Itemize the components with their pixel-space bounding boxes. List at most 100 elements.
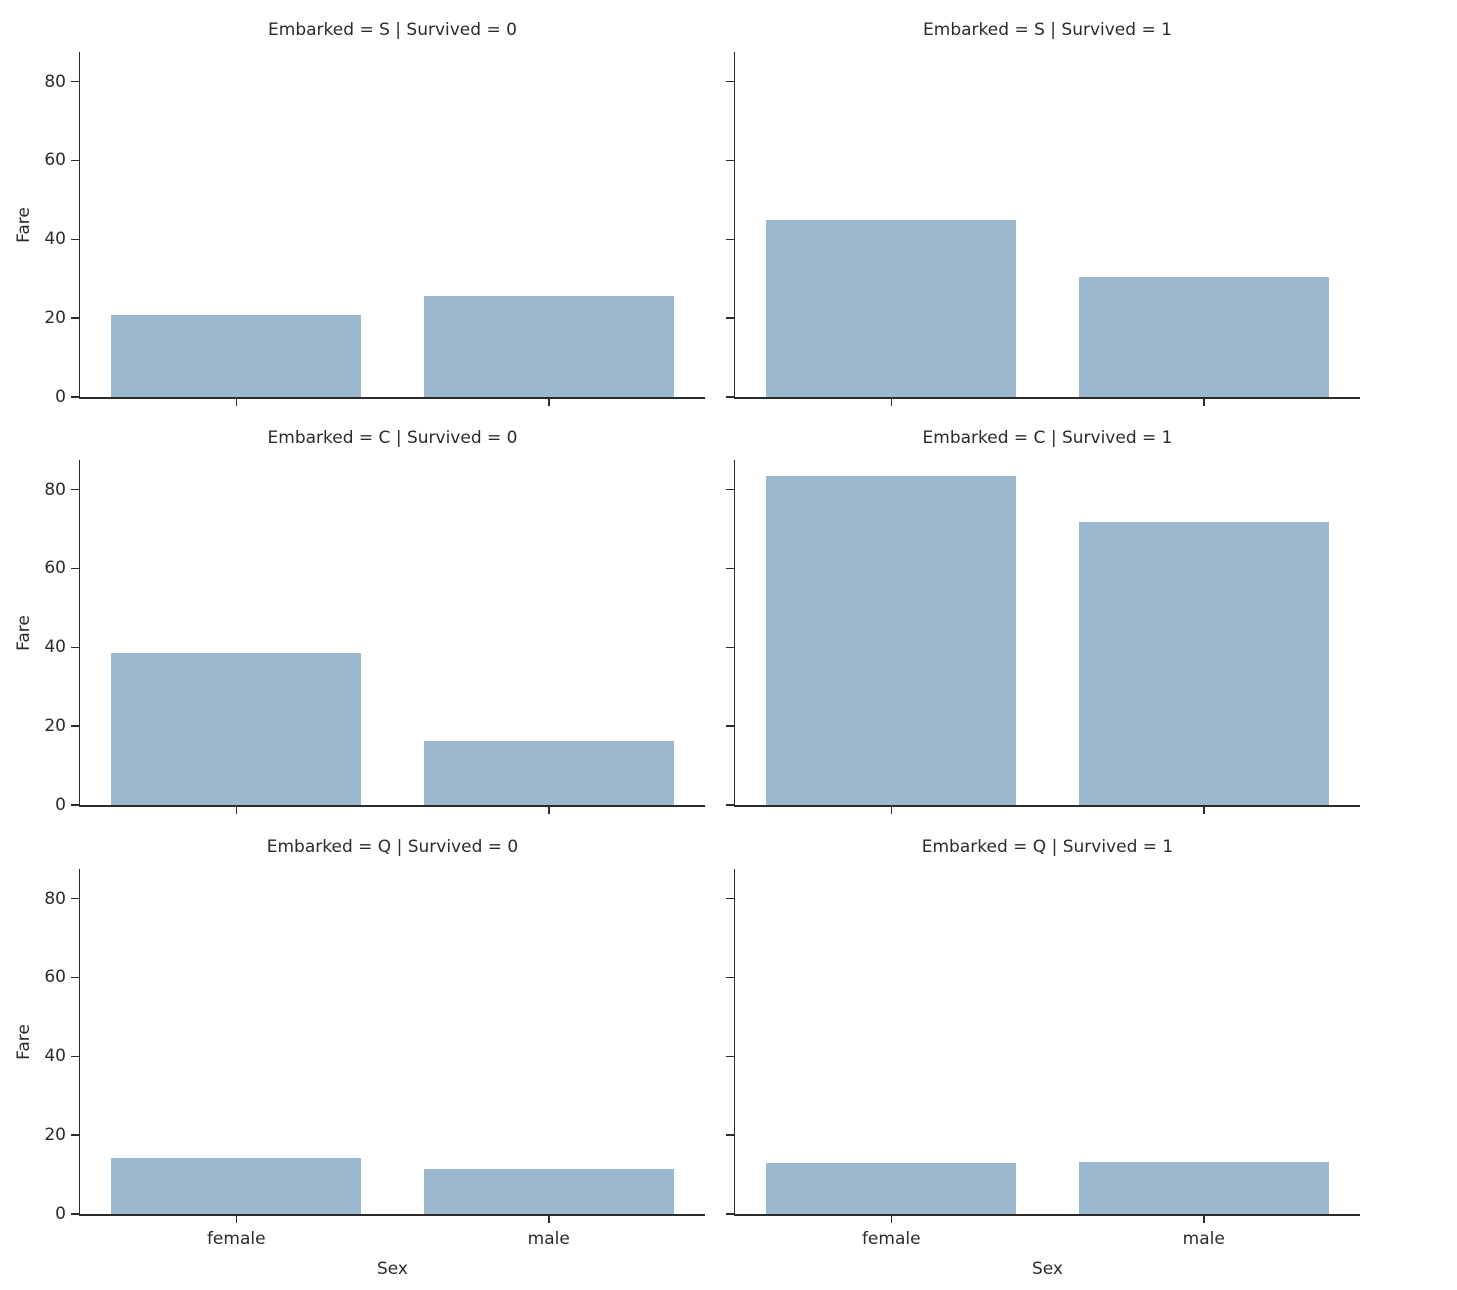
y-tick-mark bbox=[726, 567, 734, 570]
bar-female bbox=[111, 315, 362, 397]
y-tick-mark bbox=[71, 1213, 79, 1215]
y-tick-label: 20 bbox=[44, 1125, 66, 1146]
facet-panel: Embarked = S | Survived = 1 bbox=[726, 20, 1360, 406]
y-axis-spine bbox=[733, 460, 735, 807]
x-tick-mark bbox=[235, 398, 237, 406]
y-tick-mark bbox=[71, 396, 79, 398]
y-tick-label: 60 bbox=[44, 150, 66, 171]
y-axis-spine bbox=[78, 460, 80, 807]
panel-title: Embarked = Q | Survived = 1 bbox=[921, 837, 1174, 857]
facet-panel: Embarked = C | Survived = 1 bbox=[726, 428, 1360, 814]
x-axis-spine bbox=[733, 1214, 1360, 1216]
y-tick-mark bbox=[71, 488, 79, 491]
x-tick-mark bbox=[1203, 1215, 1205, 1223]
y-tick-mark bbox=[71, 80, 79, 83]
y-axis-spine bbox=[78, 869, 80, 1216]
y-tick-mark bbox=[726, 80, 734, 83]
y-tick-label: 80 bbox=[44, 888, 66, 909]
y-tick-mark bbox=[71, 159, 79, 162]
x-axis-label: Sex bbox=[1031, 1259, 1063, 1279]
y-axis-label: Fare bbox=[14, 52, 34, 397]
bar-female bbox=[766, 219, 1017, 397]
panel-title: Embarked = Q | Survived = 0 bbox=[266, 837, 519, 857]
y-tick-mark bbox=[726, 396, 734, 398]
y-tick-label: 40 bbox=[44, 229, 66, 250]
y-tick-mark bbox=[71, 238, 79, 241]
y-tick-label: 60 bbox=[44, 558, 66, 579]
y-tick-mark bbox=[726, 159, 734, 162]
y-tick-label: 0 bbox=[55, 795, 66, 815]
bar-male bbox=[423, 1169, 674, 1214]
y-tick-label: 20 bbox=[44, 308, 66, 329]
x-tick-mark bbox=[890, 398, 892, 406]
x-tick-mark bbox=[235, 806, 237, 814]
bar-male bbox=[423, 740, 674, 805]
bar-male bbox=[1078, 277, 1329, 397]
y-tick-mark bbox=[726, 1134, 734, 1136]
y-tick-mark bbox=[726, 804, 734, 806]
y-tick-mark bbox=[71, 1055, 79, 1058]
facet-panel: Embarked = Q | Survived = 1 female male Se… bbox=[726, 837, 1360, 1279]
x-tick-label-female: female bbox=[861, 1229, 921, 1249]
x-tick-label-male: male bbox=[527, 1229, 570, 1249]
panel-title: Embarked = S | Survived = 0 bbox=[268, 20, 517, 40]
y-tick-mark bbox=[71, 976, 79, 979]
y-tick-mark bbox=[71, 317, 79, 319]
y-axis-label-text: Fare bbox=[14, 614, 34, 651]
y-tick-mark bbox=[726, 725, 734, 727]
y-axis-label-text: Fare bbox=[14, 206, 34, 243]
x-tick-label-male: male bbox=[1182, 1229, 1225, 1249]
bar-female bbox=[111, 1157, 362, 1214]
y-tick-mark bbox=[726, 488, 734, 491]
y-axis-label-text: Fare bbox=[14, 1023, 34, 1060]
x-tick-mark bbox=[1203, 806, 1205, 814]
y-tick-label: 60 bbox=[44, 967, 66, 988]
y-tick-label: 0 bbox=[55, 1204, 66, 1224]
x-tick-mark bbox=[548, 806, 550, 814]
x-tick-label-female: female bbox=[206, 1229, 266, 1249]
y-tick-mark bbox=[726, 317, 734, 319]
y-axis-label: Fare bbox=[14, 869, 34, 1214]
panel-title: Embarked = C | Survived = 0 bbox=[267, 428, 518, 448]
x-axis-spine bbox=[78, 1214, 705, 1216]
panel-title: Embarked = C | Survived = 1 bbox=[922, 428, 1173, 448]
y-tick-label: 40 bbox=[44, 637, 66, 658]
bar-female bbox=[766, 475, 1017, 805]
bar-male bbox=[423, 295, 674, 397]
y-tick-mark bbox=[71, 804, 79, 806]
x-tick-mark bbox=[1203, 398, 1205, 406]
bar-male bbox=[1078, 521, 1329, 805]
facet-panel: Embarked = C | Survived = 0 0 20 40 60 80 Far… bbox=[14, 428, 705, 815]
y-tick-mark bbox=[71, 567, 79, 570]
x-tick-mark bbox=[890, 1215, 892, 1223]
x-tick-mark bbox=[548, 1215, 550, 1223]
facet-panel: Embarked = S | Survived = 0 0 20 40 60 80 Far… bbox=[14, 20, 705, 407]
y-axis-spine bbox=[78, 52, 80, 399]
x-tick-mark bbox=[235, 1215, 237, 1223]
y-tick-mark bbox=[726, 1213, 734, 1215]
y-tick-mark bbox=[71, 646, 79, 649]
y-tick-mark bbox=[726, 976, 734, 979]
y-axis-spine bbox=[733, 869, 735, 1216]
x-tick-mark bbox=[548, 398, 550, 406]
y-tick-mark bbox=[726, 238, 734, 241]
bar-male bbox=[1078, 1161, 1329, 1214]
facet-panel: Embarked = Q | Survived = 0 0 20 40 60 80 fem… bbox=[14, 837, 705, 1279]
y-tick-mark bbox=[71, 1134, 79, 1136]
y-tick-label: 80 bbox=[44, 71, 66, 92]
y-tick-mark bbox=[71, 897, 79, 900]
y-tick-mark bbox=[726, 897, 734, 900]
x-tick-mark bbox=[890, 806, 892, 814]
bar-female bbox=[111, 653, 362, 805]
panel-title: Embarked = S | Survived = 1 bbox=[923, 20, 1172, 40]
x-axis-spine bbox=[733, 805, 1360, 807]
y-tick-label: 80 bbox=[44, 479, 66, 500]
y-tick-mark bbox=[726, 1055, 734, 1058]
bar-female bbox=[766, 1162, 1017, 1214]
x-axis-spine bbox=[78, 805, 705, 807]
x-axis-spine bbox=[78, 397, 705, 399]
y-tick-label: 40 bbox=[44, 1046, 66, 1067]
y-axis-spine bbox=[733, 52, 735, 399]
x-axis-label: Sex bbox=[376, 1259, 408, 1279]
y-tick-mark bbox=[726, 646, 734, 649]
